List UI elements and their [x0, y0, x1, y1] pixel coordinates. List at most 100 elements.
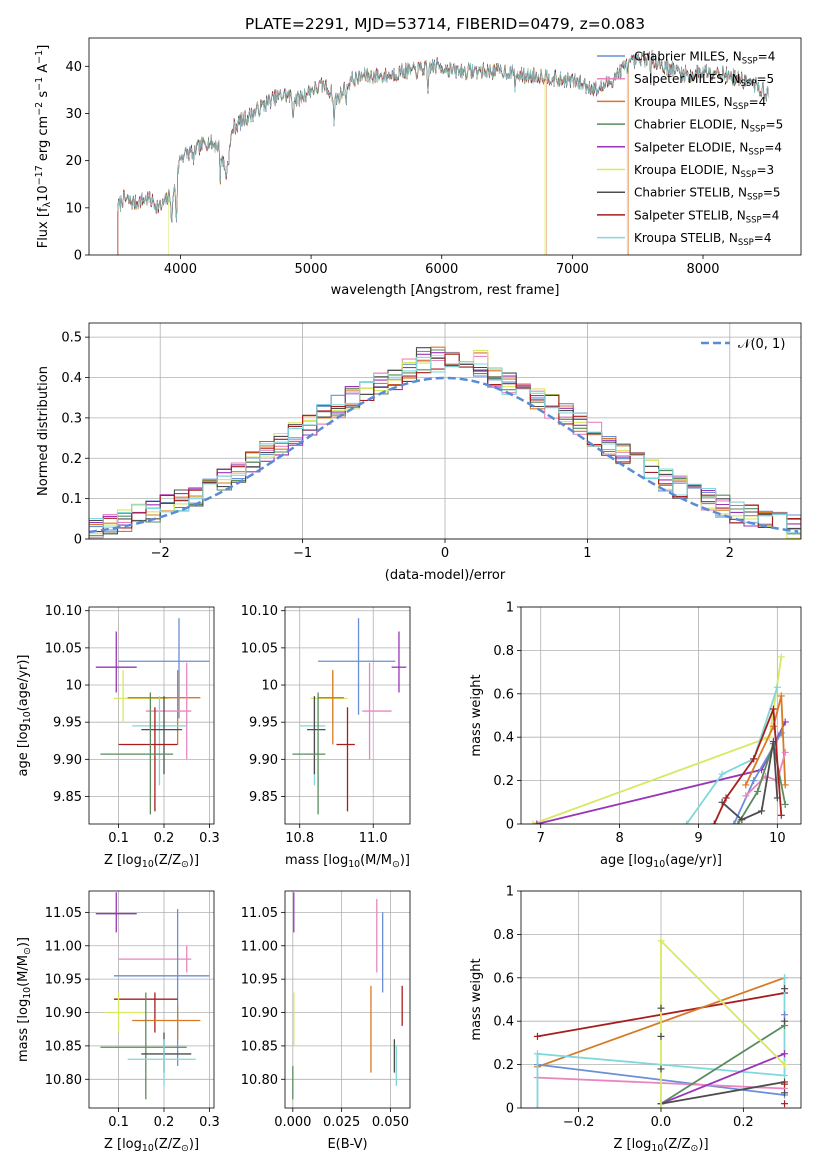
data-point — [100, 692, 174, 815]
weight-marker — [781, 781, 789, 789]
residuals-xlabel: (data-model)/error — [385, 568, 506, 583]
y-tick-label: 0 — [506, 818, 514, 833]
x-tick-label: 0.2 — [154, 831, 175, 846]
data-point — [118, 618, 210, 719]
weight-marker — [781, 800, 789, 808]
x-tick-label: 0.2 — [154, 1115, 175, 1130]
data-point — [362, 662, 392, 760]
y-tick-label: 10.10 — [241, 604, 278, 619]
mass_vs_ebv-xlabel: E(B-V) — [327, 1137, 367, 1152]
data-point — [104, 992, 146, 1033]
x-tick-label: 0.3 — [199, 1115, 220, 1130]
axes-frame — [284, 890, 411, 1109]
x-tick-label: 0.025 — [323, 1115, 360, 1130]
weight-marker — [657, 1032, 665, 1040]
spectrum-panel: 4000 5000 6000 7000 8000 0 10 20 30 40 Chabrier MI… — [34, 15, 802, 298]
y-tick-label: 9.95 — [53, 716, 82, 731]
weight-marker — [738, 816, 746, 824]
weight-marker — [657, 1065, 665, 1073]
x-tick-label: 0.0 — [651, 1115, 672, 1130]
y-tick-label: 0.8 — [493, 928, 514, 943]
axes-frame — [88, 37, 802, 256]
y-tick-label: 10.85 — [241, 1039, 278, 1054]
residuals-panel: −2 −1 0 1 2 0 0.1 0.2 0.3 0.4 0.5 𝒩(0, 1) (data-mode… — [36, 322, 802, 583]
y-tick-label: 10.05 — [45, 641, 82, 656]
x-tick-label: 4000 — [164, 262, 197, 277]
weight-lines — [533, 937, 789, 1108]
data-point — [145, 662, 192, 760]
data-point — [307, 696, 326, 775]
y-tick-label: 0.4 — [493, 1015, 514, 1030]
legend-label: Chabrier MILES, NSSP=4 — [634, 50, 775, 67]
x-tick-label: 6000 — [425, 262, 458, 277]
x-tick-label: 10 — [769, 831, 786, 846]
axes-frame — [284, 606, 411, 825]
weight-lines — [529, 653, 789, 824]
data-point — [95, 892, 137, 933]
weight-line — [660, 1052, 785, 1105]
x-tick-label: 1 — [583, 546, 591, 561]
age_vs_Z-panel: 0.1 0.2 0.3 9.85 9.90 9.95 10 10.05 10.10 Z [log1… — [16, 604, 220, 870]
spectrum-xlabel: wavelength [Angstrom, rest frame] — [331, 283, 560, 298]
x-tick-label: 0.050 — [372, 1115, 409, 1130]
y-tick-label: 0.4 — [493, 731, 514, 746]
y-tick-label: 30 — [65, 107, 82, 122]
data-point — [114, 909, 210, 1066]
y-tick-label: 10.95 — [241, 973, 278, 988]
weight-marker — [533, 1032, 541, 1040]
y-tick-label: 40 — [65, 60, 82, 75]
normal-curve — [89, 376, 799, 534]
x-tick-label: 9 — [694, 831, 702, 846]
weight-line — [532, 656, 783, 824]
data-point — [100, 992, 187, 1100]
weight-marker — [781, 1011, 789, 1019]
weight-marker — [683, 820, 691, 824]
y-tick-label: 0.2 — [493, 1058, 514, 1073]
y-tick-label: 0.2 — [61, 452, 82, 467]
weight-marker — [533, 1104, 541, 1108]
weight-marker — [533, 820, 541, 824]
data-point — [292, 692, 326, 815]
y-tick-label: 11.00 — [241, 939, 278, 954]
weight-marker — [769, 722, 777, 730]
age_vs_Z-xlabel: Z [log10(Z/Z⊙)] — [104, 853, 199, 870]
y-tick-label: 1 — [506, 601, 514, 616]
weight_vs_Z-xlabel: Z [log10(Z/Z⊙)] — [613, 1137, 708, 1154]
weight-marker — [529, 820, 537, 824]
x-tick-label: 8000 — [686, 262, 719, 277]
y-tick-label: 0.6 — [493, 687, 514, 702]
x-tick-label: 0.3 — [199, 831, 220, 846]
age_vs_mass-xlabel: mass [log10(M/M⊙)] — [285, 853, 410, 870]
mass_vs_Z-ylabel: mass [log10(M/M⊙)] — [16, 937, 33, 1062]
y-tick-label: 10.80 — [45, 1073, 82, 1088]
spectrum-ylabel: Flux [fλ10−17 erg cm−2 s−1 A−1] — [34, 45, 53, 249]
mass_vs_Z-panel: 0.1 0.2 0.3 10.80 10.85 10.90 10.95 11.00 11.05 Z… — [16, 890, 220, 1154]
legend-label: 𝒩(0, 1) — [738, 337, 785, 352]
legend-label: Salpeter ELODIE, NSSP=4 — [634, 140, 782, 157]
y-tick-label: 9.90 — [249, 753, 278, 768]
y-tick-label: 0.2 — [493, 774, 514, 789]
weight-marker — [750, 777, 758, 785]
spectrum-lines — [117, 49, 769, 255]
weight-marker — [781, 1080, 789, 1088]
weight-line — [744, 695, 787, 786]
weight-marker — [777, 811, 785, 819]
x-tick-label: 0.000 — [274, 1115, 311, 1130]
weight-marker — [742, 792, 750, 800]
y-tick-label: 0.6 — [493, 971, 514, 986]
y-tick-label: 20 — [65, 154, 82, 169]
weight-marker — [754, 787, 762, 795]
histogram-step — [89, 356, 801, 534]
spectrum-title: PLATE=2291, MJD=53714, FIBERID=0479, z=0… — [245, 15, 645, 33]
weight-marker — [781, 974, 789, 982]
y-tick-label: 10 — [65, 201, 82, 216]
mass_vs_Z-xlabel: Z [log10(Z/Z⊙)] — [104, 1137, 199, 1154]
legend-label: Kroupa STELIB, NSSP=4 — [634, 231, 772, 248]
data-point — [132, 696, 187, 786]
weight-marker — [781, 1071, 789, 1079]
y-tick-label: 0 — [506, 1102, 514, 1117]
weight_vs_age-xlabel: age [log10(age/yr)] — [600, 853, 722, 870]
y-tick-label: 0.1 — [61, 492, 82, 507]
weight-marker — [781, 1017, 789, 1025]
